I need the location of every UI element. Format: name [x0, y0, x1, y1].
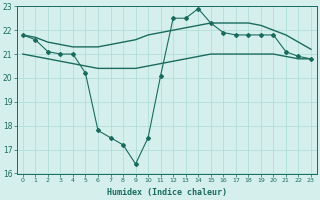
- X-axis label: Humidex (Indice chaleur): Humidex (Indice chaleur): [107, 188, 227, 197]
